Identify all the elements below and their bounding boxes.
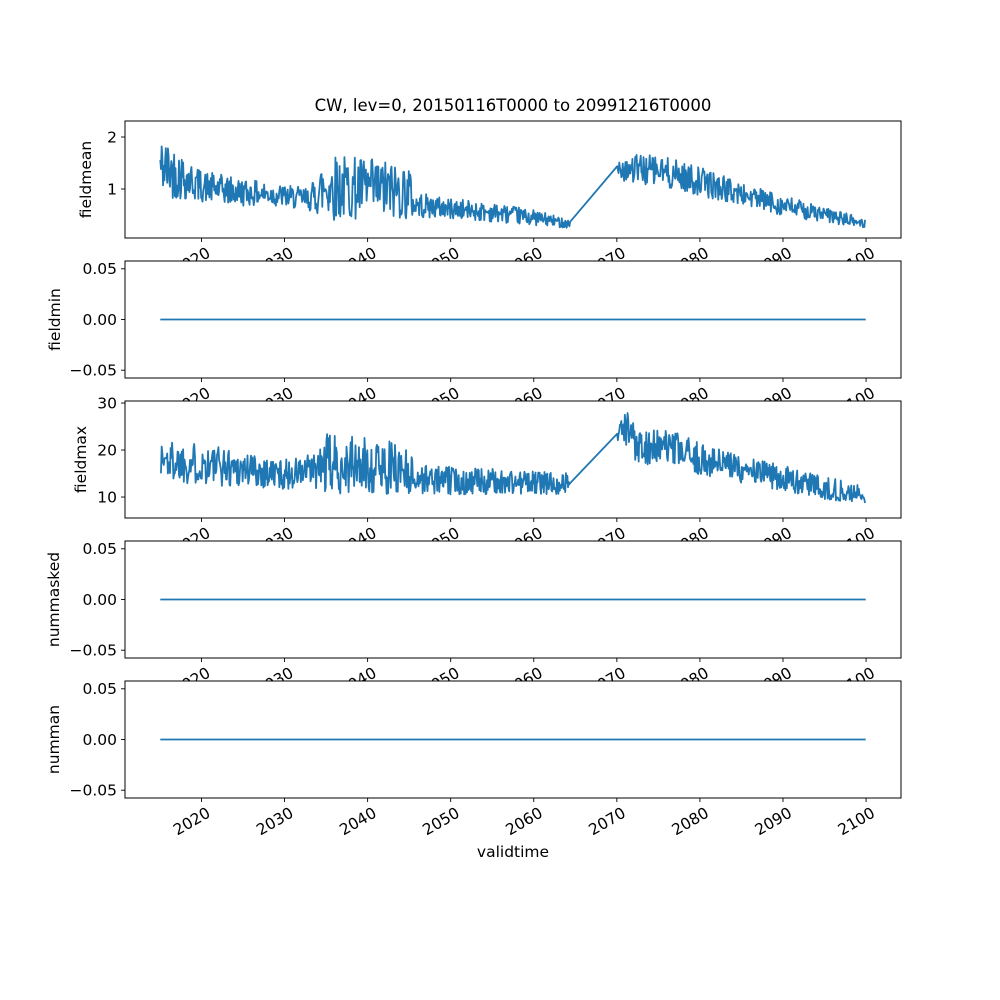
numman-ytick-label: −0.05 xyxy=(70,781,118,799)
xtick-label-numman: 2040 xyxy=(336,804,379,839)
fieldmax-ytick-label: 20 xyxy=(97,441,117,459)
nummasked-ytick-label: 0.00 xyxy=(82,591,117,609)
xtick-label-numman: 2070 xyxy=(586,804,629,839)
fieldmax-ytick-label: 30 xyxy=(97,394,117,412)
xtick-label-numman: 2050 xyxy=(420,804,463,839)
xtick-label-numman: 2020 xyxy=(170,804,213,839)
fieldmean-ytick-label: 1 xyxy=(107,180,117,198)
fieldmin-ytick-label: −0.05 xyxy=(70,361,118,379)
fieldmax-ytick-label: 10 xyxy=(97,488,117,506)
numman-ytick-label: 0.00 xyxy=(82,731,117,749)
xtick-label-numman: 2030 xyxy=(253,804,296,839)
xtick-label-numman: 2090 xyxy=(752,804,795,839)
fieldmean-line-series xyxy=(159,145,866,229)
nummasked-ytick-label: −0.05 xyxy=(70,641,118,659)
fieldmin-ytick-label: 0.05 xyxy=(82,260,117,278)
fieldmean-ytick-label: 2 xyxy=(107,128,117,146)
ylabel-fieldmean: fieldmean xyxy=(77,141,95,218)
ylabel-numman: numman xyxy=(45,705,63,774)
xtick-label-numman: 2100 xyxy=(835,804,878,839)
fieldmin-ytick-label: 0.00 xyxy=(82,311,117,329)
fieldmax-line-series xyxy=(160,412,866,504)
ylabel-fieldmin: fieldmin xyxy=(46,288,64,351)
subplot-fieldmean-background xyxy=(125,121,901,238)
chart-title: CW, lev=0, 20150116T0000 to 20991216T000… xyxy=(315,96,712,115)
x-axis-label: validtime xyxy=(477,843,549,861)
nummasked-ytick-label: 0.05 xyxy=(82,540,117,558)
ylabel-fieldmax: fieldmax xyxy=(72,426,90,493)
subplot-fieldmean-frame xyxy=(124,120,902,239)
subplot-fieldmax-background xyxy=(125,401,901,518)
subplot-fieldmax-frame xyxy=(124,400,902,519)
xtick-label-numman: 2080 xyxy=(669,804,712,839)
numman-ytick-label: 0.05 xyxy=(82,680,117,698)
ylabel-nummasked: nummasked xyxy=(45,552,63,647)
xtick-label-numman: 2060 xyxy=(503,804,546,839)
